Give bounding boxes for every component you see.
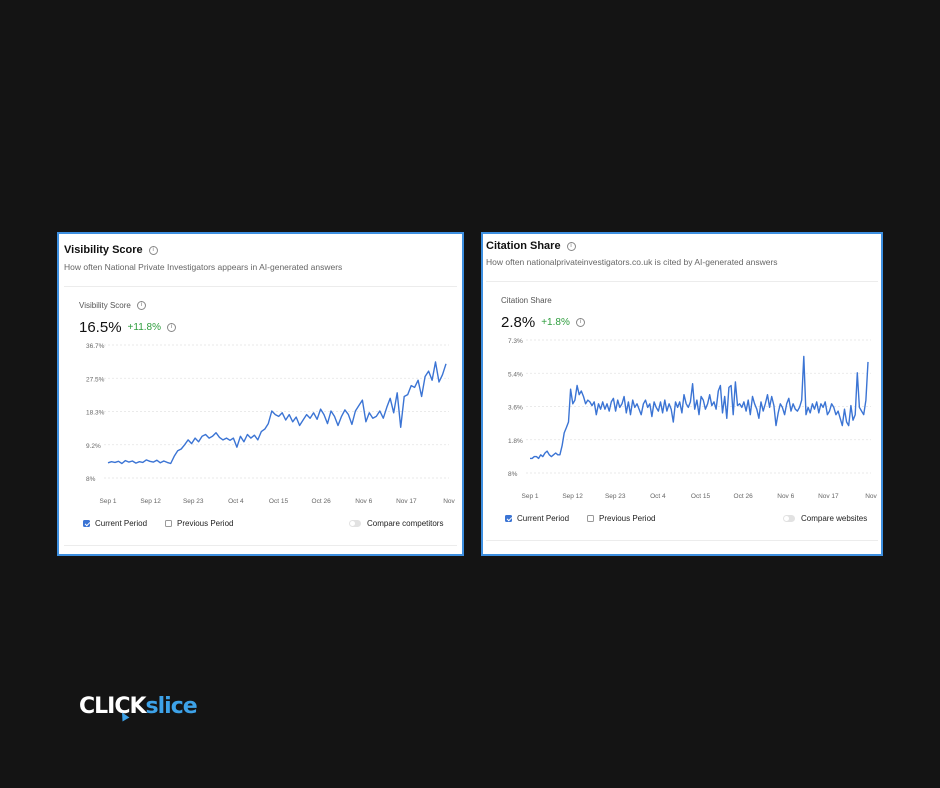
x-tick-label: Oct 4 (228, 498, 244, 505)
y-tick-label: 18.3% (86, 410, 105, 417)
legend-previous-period[interactable]: Previous Period (165, 519, 233, 528)
x-tick-label: Nov 6 (355, 498, 372, 505)
card-subtitle: How often nationalprivateinvestigators.c… (486, 257, 778, 267)
metric-label-text: Citation Share (501, 296, 552, 305)
divider (64, 545, 457, 546)
metric-label: Citation Share (501, 296, 552, 305)
legend-previous-period[interactable]: Previous Period (587, 514, 655, 523)
y-tick-label: 8% (86, 476, 96, 483)
info-icon[interactable]: i (167, 323, 176, 332)
logo-part-slice: slice (145, 694, 198, 719)
visibility-score-card: Visibility Score i How often National Pr… (57, 232, 464, 556)
citation-share-card: Citation Share i How often nationalpriva… (481, 232, 883, 556)
series-line (530, 355, 869, 460)
metric-label: Visibility Score i (79, 301, 146, 310)
x-tick-label: Sep 23 (183, 498, 204, 505)
compare-label: Compare competitors (367, 519, 444, 528)
metric-label-text: Visibility Score (79, 301, 131, 310)
info-icon[interactable]: i (575, 318, 585, 327)
legend-current-label: Current Period (517, 514, 570, 523)
compare-label: Compare websites (801, 514, 868, 523)
x-tick-label: Sep 1 (100, 498, 117, 505)
citation-line-chart: 7.3% 5.4% 3.6% 1.8% 8% Sep 1 Sep 12 Sep 23 Oct 4… (508, 338, 878, 500)
checkbox-checked-icon[interactable] (83, 520, 90, 527)
x-tick-label: Sep 12 (562, 493, 583, 500)
x-tick-label: Nov (865, 493, 877, 500)
toggle-switch-icon[interactable] (783, 515, 795, 522)
metric-delta: +11.8% (127, 322, 161, 333)
x-tick-label: Nov 17 (396, 498, 417, 505)
x-tick-label: Nov 17 (818, 493, 839, 500)
info-icon[interactable]: i (148, 245, 158, 255)
x-tick-label: Oct 15 (691, 493, 711, 500)
citation-title-text: Citation Share (486, 240, 561, 252)
toggle-switch-icon[interactable] (349, 520, 361, 527)
metric-row: 16.5% +11.8% i (79, 319, 176, 336)
legend-previous-label: Previous Period (599, 514, 656, 523)
legend-current-label: Current Period (95, 519, 148, 528)
info-icon[interactable]: i (566, 241, 576, 251)
y-tick-label: 7.3% (508, 338, 523, 345)
y-tick-label: 1.8% (508, 438, 523, 445)
y-tick-label: 3.6% (508, 405, 523, 412)
compare-competitors-toggle[interactable]: Compare competitors (349, 519, 443, 528)
x-tick-label: Sep 12 (140, 498, 161, 505)
card-title: Citation Share i (486, 240, 576, 252)
divider (486, 540, 878, 541)
chart-panel: Visibility Score i 16.5% +11.8% i 36.7% 2… (64, 286, 457, 545)
y-tick-label: 27.5% (86, 376, 105, 383)
info-icon[interactable]: i (136, 301, 146, 310)
legend-current-period[interactable]: Current Period (83, 519, 147, 528)
compare-websites-toggle[interactable]: Compare websites (783, 514, 867, 523)
y-tick-label: 9.2% (86, 443, 101, 450)
visibility-title-text: Visibility Score (64, 244, 143, 256)
chart-panel: Citation Share 2.8% +1.8% i 7.3% 5.4% 3.6%… (486, 281, 878, 540)
x-tick-label: Oct 15 (269, 498, 289, 505)
checkbox-icon[interactable] (165, 520, 172, 527)
series-line (107, 361, 447, 465)
metric-value: 16.5% (79, 319, 122, 336)
card-subtitle: How often National Private Investigators… (64, 262, 343, 272)
x-tick-label: Oct 26 (312, 498, 332, 505)
x-tick-label: Sep 1 (522, 493, 539, 500)
clickslice-logo: CLICK slice (79, 694, 198, 719)
checkbox-checked-icon[interactable] (505, 515, 512, 522)
legend-previous-label: Previous Period (177, 519, 234, 528)
y-tick-label: 36.7% (86, 343, 105, 350)
metric-value: 2.8% (501, 314, 536, 331)
x-tick-label: Nov (443, 498, 455, 505)
x-tick-label: Nov 6 (777, 493, 794, 500)
metric-delta: +1.8% (541, 317, 570, 328)
logo-part-click: CLICK (79, 694, 147, 719)
checkbox-icon[interactable] (587, 515, 594, 522)
y-tick-label: 5.4% (508, 371, 523, 378)
visibility-line-chart: 36.7% 27.5% 18.3% 9.2% 8% Sep 1 Sep 12 Sep 23 Oc… (86, 343, 456, 505)
legend-current-period[interactable]: Current Period (505, 514, 569, 523)
x-tick-label: Oct 26 (734, 493, 754, 500)
x-tick-label: Sep 23 (605, 493, 626, 500)
y-tick-label: 8% (508, 471, 518, 478)
card-title: Visibility Score i (64, 244, 158, 256)
metric-row: 2.8% +1.8% i (501, 314, 585, 331)
x-tick-label: Oct 4 (650, 493, 666, 500)
